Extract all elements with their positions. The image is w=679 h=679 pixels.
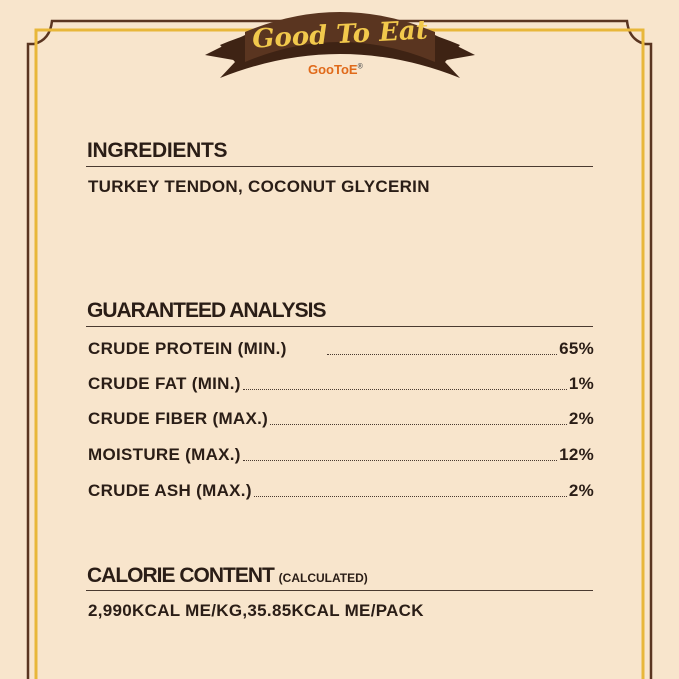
analysis-row: MOISTURE (MAX.) 12% [88, 445, 594, 464]
ingredients-text: TURKEY TENDON, COCONUT GLYCERIN [88, 177, 430, 196]
divider [86, 326, 593, 327]
calorie-heading: CALORIE CONTENT (CALCULATED) [87, 564, 368, 587]
analysis-row: CRUDE FAT (MIN.) 1% [88, 374, 594, 393]
analysis-row: CRUDE PROTEIN (MIN.) 65% [88, 339, 594, 358]
ribbon-shape [205, 12, 475, 78]
analysis-row: CRUDE FIBER (MAX.) 2% [88, 409, 594, 428]
divider [86, 166, 593, 167]
divider [86, 590, 593, 591]
brand-logo: GooToE® [308, 62, 363, 77]
calorie-text: 2,990KCAL ME/KG,35.85KCAL ME/PACK [88, 601, 424, 620]
ingredients-heading: INGREDIENTS [87, 139, 228, 162]
banner: Good To Eat GooToE® [200, 0, 480, 90]
analysis-heading: GUARANTEED ANALYSIS [87, 299, 326, 322]
analysis-row: CRUDE ASH (MAX.) 2% [88, 481, 594, 500]
